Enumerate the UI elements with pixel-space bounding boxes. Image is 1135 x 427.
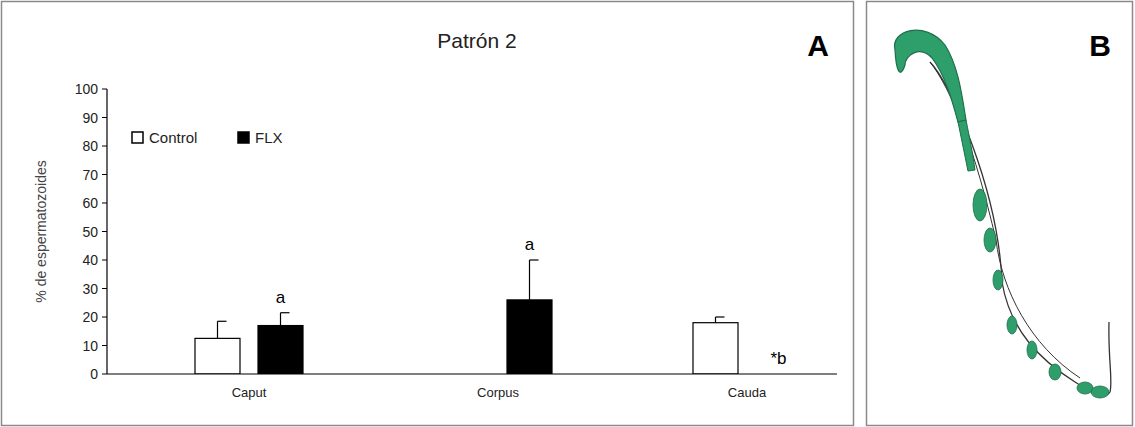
panel-label: B [1089, 29, 1111, 62]
error-bar [218, 321, 227, 338]
tail-patch [1049, 364, 1061, 380]
y-tick-label: 20 [82, 309, 98, 325]
y-tick [102, 288, 107, 289]
y-tick-label: 70 [82, 167, 98, 183]
chart-title: Patrón 2 [437, 29, 516, 52]
error-line [529, 260, 530, 300]
y-tick [102, 117, 107, 118]
y-tick-label: 40 [82, 252, 98, 268]
panel-frame [2, 2, 854, 426]
tail-patch [1027, 341, 1037, 359]
tail-patch [1091, 386, 1109, 398]
y-tick [102, 203, 107, 204]
error-bar [530, 260, 539, 300]
x-tick-label: Corpus [477, 385, 519, 400]
y-tick-label: 10 [82, 338, 98, 354]
y-tick [102, 317, 107, 318]
tail-patch [993, 270, 1003, 290]
head [895, 30, 966, 122]
y-axis-title: % de espermatozoides [33, 160, 49, 302]
bar [507, 300, 552, 374]
annotation: a [525, 235, 535, 254]
y-tick [102, 345, 107, 346]
midpiece [958, 120, 975, 171]
legend-label: FLX [255, 129, 283, 146]
y-tick [102, 374, 107, 375]
error-line [715, 317, 716, 323]
y-tick-label: 100 [75, 81, 99, 97]
y-tick [102, 260, 107, 261]
y-tick [102, 89, 107, 90]
y-tick [102, 174, 107, 175]
panel-label: A [807, 29, 829, 62]
error-cap [218, 321, 227, 322]
legend-swatch [238, 132, 249, 143]
error-line [280, 313, 281, 326]
error-cap [530, 259, 539, 260]
y-tick-label: 90 [82, 110, 98, 126]
annotation: a [276, 288, 286, 307]
tail-edge [930, 62, 1080, 378]
tail-patch [1077, 382, 1093, 394]
x-axis [107, 373, 837, 374]
x-tick-label: Caput [232, 385, 267, 400]
bar [258, 326, 303, 374]
plot-marks [195, 260, 738, 374]
tail-patch [1007, 316, 1017, 334]
annotation: *b [770, 349, 786, 368]
legend-label: Control [149, 129, 197, 146]
y-tick [102, 231, 107, 232]
x-tick-label: Cauda [728, 385, 767, 400]
sperm-illustration [895, 30, 1111, 398]
error-bar [281, 313, 290, 326]
tail-patch [973, 189, 987, 221]
panel-frame [867, 2, 1133, 426]
y-tick-label: 80 [82, 138, 98, 154]
tail-patch [984, 228, 996, 252]
figure: Patrón 2 A B % de espermatozoides 0 10 20 30 40 5… [0, 0, 1135, 427]
legend: Control FLX [132, 129, 283, 146]
y-tick-label: 30 [82, 281, 98, 297]
y-tick-label: 0 [90, 366, 98, 382]
y-tick [102, 146, 107, 147]
bar [195, 338, 240, 374]
bar [693, 323, 738, 374]
y-tick-label: 50 [82, 224, 98, 240]
legend-swatch [132, 132, 143, 143]
error-cap [716, 316, 725, 317]
error-line [217, 321, 218, 338]
error-cap [281, 312, 290, 313]
y-axis [106, 89, 107, 374]
y-tick-label: 60 [82, 195, 98, 211]
error-bar [716, 317, 725, 323]
